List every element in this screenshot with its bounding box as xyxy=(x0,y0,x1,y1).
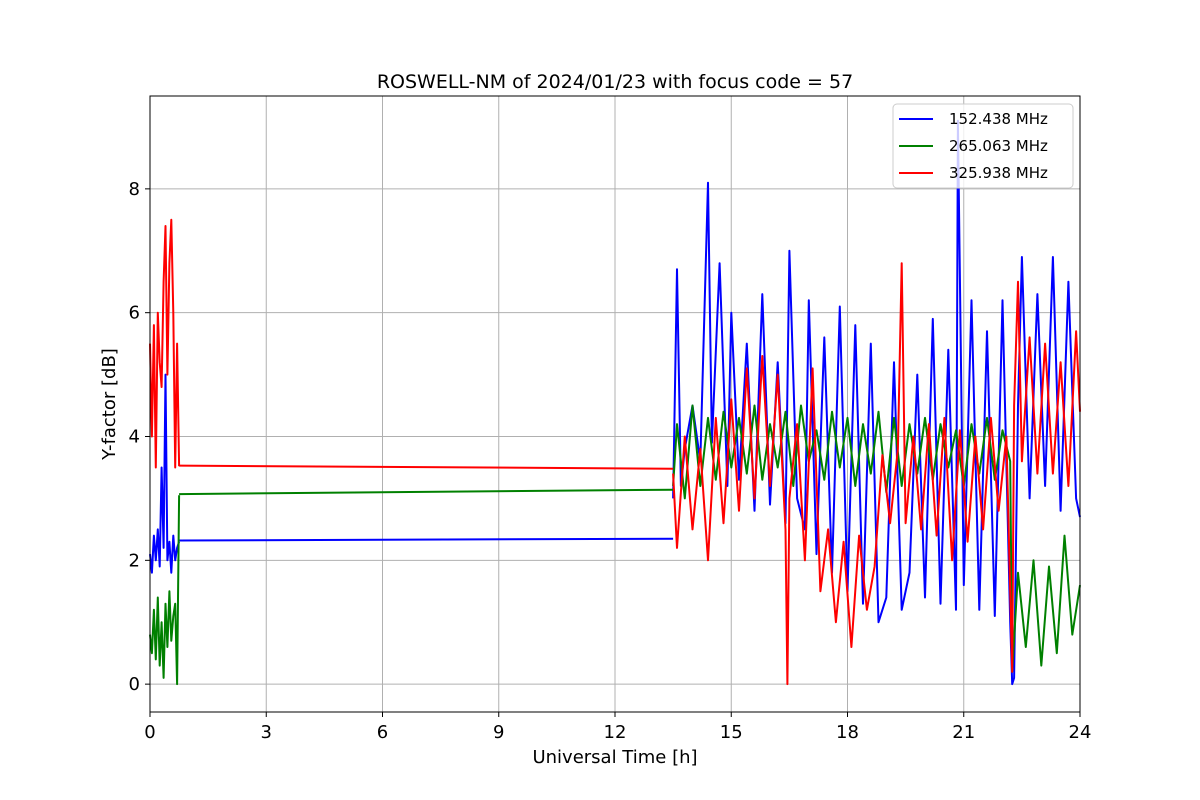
y-axis: 0 2 4 6 8 xyxy=(129,179,150,695)
y-axis-title: Y-factor [dB] xyxy=(99,348,120,461)
x-tick-label: 3 xyxy=(261,722,272,743)
x-tick-label: 12 xyxy=(604,722,627,743)
series-line xyxy=(149,495,181,686)
legend: 152.438 MHz 265.063 MHz 325.938 MHz xyxy=(892,103,1074,189)
x-tick-label: 0 xyxy=(144,722,155,743)
y-tick-label: 6 xyxy=(129,303,140,324)
x-tick-label: 24 xyxy=(1069,722,1092,743)
legend-label: 152.438 MHz xyxy=(949,110,1048,128)
x-tick-label: 6 xyxy=(377,722,388,743)
y-tick-label: 0 xyxy=(129,674,140,695)
series-line xyxy=(149,373,181,574)
y-tick-label: 4 xyxy=(129,427,140,448)
legend-label: 325.938 MHz xyxy=(949,164,1048,182)
y-tick-label: 2 xyxy=(129,550,140,571)
y-tick-label: 8 xyxy=(129,179,140,200)
series-layer xyxy=(149,119,1081,686)
series-line xyxy=(179,464,674,470)
legend-box xyxy=(892,103,1074,189)
x-tick-label: 15 xyxy=(720,722,743,743)
legend-label: 265.063 MHz xyxy=(949,137,1048,155)
x-tick-label: 21 xyxy=(952,722,975,743)
series-line xyxy=(149,218,181,469)
chart-title: ROSWELL-NM of 2024/01/23 with focus code… xyxy=(377,71,853,93)
series-line xyxy=(179,488,674,496)
x-axis: 0 3 6 9 12 15 18 21 24 xyxy=(144,712,1091,743)
series-line xyxy=(672,119,1081,686)
series-line xyxy=(672,262,1081,686)
x-tick-label: 9 xyxy=(493,722,504,743)
x-tick-label: 18 xyxy=(836,722,859,743)
series-line xyxy=(179,537,674,542)
x-axis-title: Universal Time [h] xyxy=(532,747,697,768)
